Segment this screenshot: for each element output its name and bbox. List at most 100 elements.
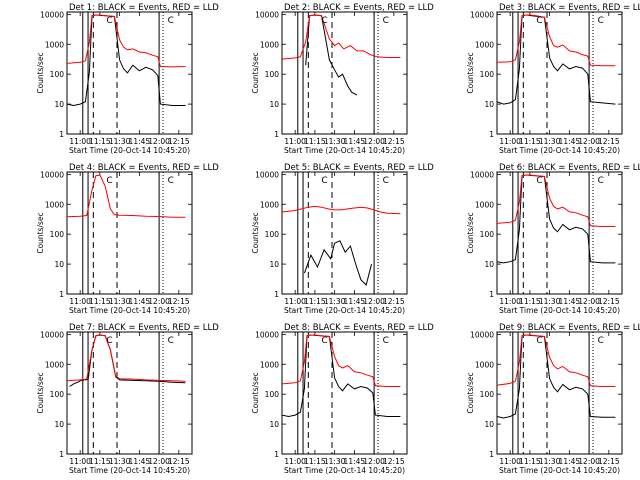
x-tick-label: 11:15 <box>519 137 541 146</box>
x-tick-label: 12:00 <box>578 457 600 466</box>
panel-title: Det 3: BLACK = Events, RED = LLD <box>499 3 640 13</box>
y-tick-label: 1 <box>489 290 494 299</box>
x-tick-label: 11:30 <box>109 297 131 306</box>
plot-frame <box>66 331 193 455</box>
y-tick-label: 10000 <box>40 170 64 179</box>
x-tick-label: 11:30 <box>539 137 561 146</box>
x-tick-label: 11:30 <box>109 137 131 146</box>
y-tick-label: 1 <box>274 450 279 459</box>
y-tick-label: 10000 <box>40 330 64 339</box>
y-tick-label: 1000 <box>45 40 64 49</box>
y-tick-label: 1 <box>59 450 64 459</box>
series-line-red <box>66 334 186 382</box>
y-tick-label: 10 <box>269 100 279 109</box>
panel-annotation: C <box>536 336 542 346</box>
x-tick-label: 12:15 <box>598 457 620 466</box>
x-tick-label: 12:15 <box>383 297 405 306</box>
y-tick-label: 100 <box>265 70 280 79</box>
y-tick-label: 10000 <box>470 330 494 339</box>
y-tick-label: 10 <box>484 260 494 269</box>
x-tick-label: 11:45 <box>559 457 581 466</box>
series-line-red <box>496 174 616 227</box>
y-tick-label: 1 <box>489 450 494 459</box>
panel-annotation: C <box>168 16 174 26</box>
y-tick-label: 1 <box>274 290 279 299</box>
plot-frame <box>281 331 408 455</box>
y-tick-label: 10 <box>269 260 279 269</box>
y-tick-label: 10000 <box>255 10 279 19</box>
plot-frame <box>281 171 408 295</box>
x-tick-label: 11:30 <box>109 457 131 466</box>
series-line-red <box>496 334 616 387</box>
x-tick-label: 11:30 <box>539 457 561 466</box>
x-tick-label: 12:00 <box>363 457 385 466</box>
x-tick-label: 12:00 <box>148 297 170 306</box>
detector-panel: Det 3: BLACK = Events, RED = LLD 1 10 100 10… <box>466 3 640 155</box>
detector-panel: Det 4: BLACK = Events, RED = LLD 1 10 100 10… <box>36 163 219 315</box>
y-tick-label: 10000 <box>470 10 494 19</box>
x-tick-label: 12:15 <box>383 137 405 146</box>
y-tick-label: 10 <box>54 260 64 269</box>
x-tick-label: 11:45 <box>344 457 366 466</box>
panel-annotation: C <box>106 176 112 186</box>
x-axis-label: Start Time (20-Oct-14 10:45:20) <box>69 306 190 315</box>
x-tick-label: 12:15 <box>383 457 405 466</box>
y-axis-label: Counts/sec <box>251 212 260 253</box>
series-line-black <box>281 334 401 418</box>
plot-frame <box>496 331 623 455</box>
x-tick-label: 12:00 <box>148 137 170 146</box>
y-tick-label: 1000 <box>260 360 279 369</box>
panel-title: Det 6: BLACK = Events, RED = LLD <box>499 163 640 173</box>
series-line-red <box>66 14 186 68</box>
series-line-red <box>496 14 616 67</box>
x-tick-label: 11:15 <box>89 137 111 146</box>
detector-panel: Det 2: BLACK = Events, RED = LLD 1 10 100 10… <box>251 3 434 155</box>
y-tick-label: 10 <box>54 100 64 109</box>
y-tick-label: 100 <box>265 390 280 399</box>
series-line-red <box>281 334 401 387</box>
y-axis-label: Counts/sec <box>36 52 45 93</box>
x-tick-label: 12:00 <box>363 137 385 146</box>
panel-annotation: C <box>321 16 327 26</box>
x-tick-label: 12:15 <box>598 297 620 306</box>
panel-title: Det 5: BLACK = Events, RED = LLD <box>284 163 434 173</box>
y-axis-label: Counts/sec <box>251 52 260 93</box>
panel-annotation: C <box>598 336 604 346</box>
panel-annotation: C <box>383 16 389 26</box>
x-tick-label: 11:30 <box>539 297 561 306</box>
x-tick-label: 12:15 <box>598 137 620 146</box>
x-tick-label: 11:30 <box>324 137 346 146</box>
x-tick-label: 11:15 <box>519 297 541 306</box>
x-tick-label: 11:15 <box>519 457 541 466</box>
y-tick-label: 10000 <box>255 170 279 179</box>
y-tick-label: 100 <box>480 230 495 239</box>
plot-frame <box>66 171 193 295</box>
x-axis-label: Start Time (20-Oct-14 10:45:20) <box>284 466 405 475</box>
x-tick-label: 11:45 <box>129 457 151 466</box>
x-axis-label: Start Time (20-Oct-14 10:45:20) <box>499 146 620 155</box>
series-line-red <box>281 205 401 215</box>
y-axis-label: Counts/sec <box>466 212 475 253</box>
x-tick-label: 11:30 <box>324 297 346 306</box>
x-tick-label: 11:15 <box>89 457 111 466</box>
x-tick-label: 11:00 <box>69 297 91 306</box>
x-tick-label: 11:00 <box>284 137 306 146</box>
detector-panel: Det 7: BLACK = Events, RED = LLD 1 10 100 10… <box>36 323 219 475</box>
plot-frame <box>66 11 193 135</box>
detector-panel: Det 5: BLACK = Events, RED = LLD 1 10 100 10… <box>251 163 434 315</box>
x-tick-label: 11:45 <box>129 297 151 306</box>
series-line-black <box>496 334 616 419</box>
y-tick-label: 1 <box>59 130 64 139</box>
x-axis-label: Start Time (20-Oct-14 10:45:20) <box>69 146 190 155</box>
x-tick-label: 12:15 <box>168 457 190 466</box>
y-tick-label: 10000 <box>255 330 279 339</box>
x-tick-label: 11:00 <box>499 457 521 466</box>
x-axis-label: Start Time (20-Oct-14 10:45:20) <box>499 306 620 315</box>
x-tick-label: 12:15 <box>168 297 190 306</box>
panel-title: Det 4: BLACK = Events, RED = LLD <box>69 163 219 173</box>
y-tick-label: 10000 <box>470 170 494 179</box>
y-axis-label: Counts/sec <box>36 212 45 253</box>
y-tick-label: 1 <box>274 130 279 139</box>
x-tick-label: 11:30 <box>324 457 346 466</box>
